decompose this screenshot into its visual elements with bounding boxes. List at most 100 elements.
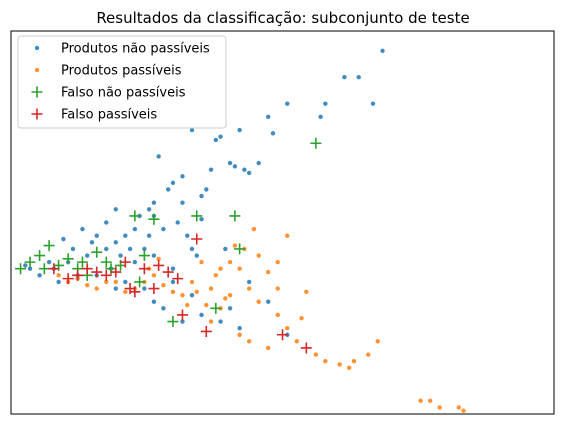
series-0-point: [142, 286, 147, 291]
series-1-point: [94, 286, 99, 291]
series-3-point: [191, 233, 203, 245]
series-1-point: [151, 273, 157, 278]
series-1-point: [223, 296, 228, 301]
series-0-point: [223, 246, 228, 252]
series-1-point: [232, 243, 238, 248]
series-0-point: [356, 75, 361, 80]
plot-marks: [15, 48, 466, 413]
series-0: [23, 48, 385, 337]
series-1-point: [275, 312, 280, 318]
series-0-point: [208, 167, 214, 172]
series-1-point: [104, 279, 109, 285]
series-2-point: [310, 137, 322, 149]
series-0-point: [285, 101, 290, 106]
series-2-point: [210, 302, 222, 314]
series-0-point: [46, 259, 52, 265]
series-0-point: [323, 101, 328, 106]
series-0-point: [204, 187, 209, 192]
series-2-point: [148, 213, 160, 225]
series-0-point: [113, 207, 118, 212]
series-0-point: [266, 114, 271, 120]
series-3-point: [91, 266, 103, 278]
series-1-point: [251, 226, 257, 232]
series-1-point: [246, 339, 252, 344]
series-2-point: [76, 256, 88, 268]
series-3-point: [172, 273, 184, 285]
legend-label-2: Falso não passíveis: [61, 86, 186, 101]
series-1-point: [227, 259, 233, 265]
series-0-point: [189, 246, 195, 252]
series-1-point: [208, 319, 214, 324]
series-0-point: [180, 174, 185, 179]
series-3-point: [129, 286, 141, 298]
series-0-point: [146, 207, 152, 212]
series-1-point: [237, 332, 242, 337]
series-1-point: [185, 302, 190, 308]
series-1-point: [113, 279, 118, 285]
series-0-point: [175, 220, 180, 225]
series-0-point: [56, 279, 61, 285]
series-1-point: [375, 339, 380, 344]
series-0-point: [70, 246, 76, 252]
series-2-point: [191, 210, 203, 222]
series-2-point: [15, 263, 27, 275]
legend-marker-2: [31, 86, 43, 98]
series-1-point: [199, 259, 204, 265]
series-0-point: [232, 164, 238, 169]
series-2-point: [234, 243, 246, 255]
series-0-point: [185, 233, 190, 238]
series-1-point: [227, 292, 233, 298]
series-1-point: [275, 259, 280, 265]
series-0-point: [127, 246, 133, 252]
series-0-point: [256, 160, 261, 166]
series-0-point: [189, 127, 195, 133]
series-2-point: [100, 256, 112, 268]
series-3-point: [277, 329, 288, 341]
series-1-point: [194, 289, 199, 295]
series-0-point: [104, 220, 109, 225]
series-1-point: [313, 352, 319, 357]
series-0-point: [27, 266, 33, 271]
series-0-point: [123, 233, 128, 238]
series-2-point: [43, 240, 55, 252]
chart-title: Resultados da classificação: subconjunto…: [96, 9, 469, 27]
series-1-point: [266, 345, 271, 351]
series-1-point: [351, 358, 357, 364]
series-0-point: [194, 253, 199, 258]
series-1-point: [123, 289, 128, 295]
series-2-point: [24, 256, 36, 268]
series-0-point: [161, 226, 166, 232]
series-3: [48, 233, 312, 354]
series-0-point: [37, 273, 42, 278]
series-1-point: [294, 339, 299, 344]
series-0-point: [213, 137, 219, 143]
series-3-point: [72, 269, 84, 281]
series-0-point: [237, 127, 242, 133]
series-0-point: [89, 240, 95, 245]
series-0-point: [23, 263, 28, 268]
series-2-point: [91, 246, 103, 258]
series-1-point: [156, 256, 161, 262]
series-2-point: [129, 210, 141, 222]
series-1-point: [266, 269, 271, 275]
series-0-point: [156, 154, 161, 159]
series-0-point: [104, 246, 109, 252]
series-2-point: [34, 250, 46, 262]
series-1-point: [180, 292, 185, 298]
series-0-point: [370, 101, 376, 106]
series-0-point: [61, 236, 66, 242]
series-1-point: [346, 365, 352, 370]
series-3-point: [176, 309, 188, 321]
series-1-point: [461, 408, 466, 413]
series-3-point: [48, 263, 60, 275]
series-2-point: [167, 316, 179, 328]
series-0-point: [170, 279, 176, 285]
series-1-point: [218, 266, 223, 271]
series-1-point: [256, 253, 261, 258]
series-3-point: [62, 273, 74, 285]
series-0-point: [318, 114, 323, 120]
series-0-point: [199, 193, 204, 199]
series-0-point: [227, 306, 233, 311]
legend-label-0: Produtos não passíveis: [61, 42, 210, 57]
